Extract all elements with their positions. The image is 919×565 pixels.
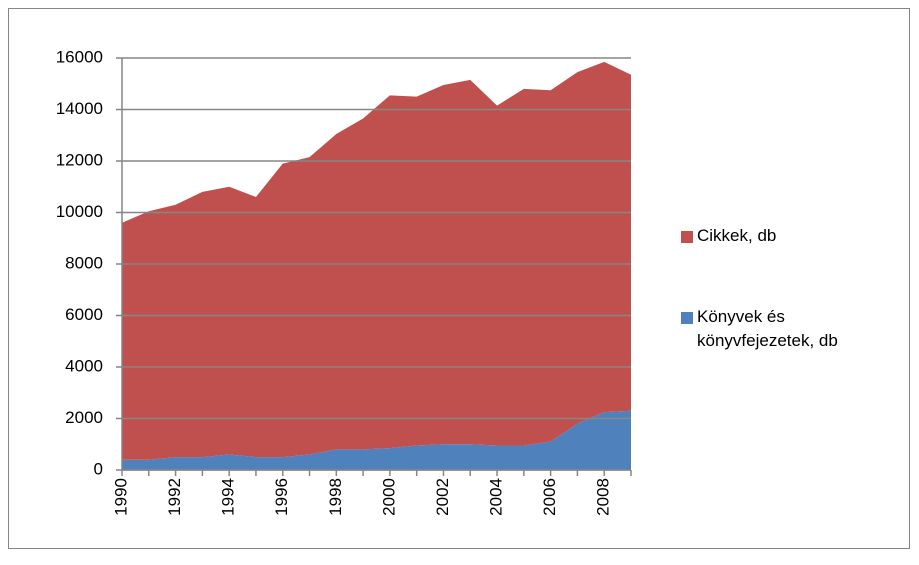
x-tick-label: 2002 (433, 478, 452, 516)
legend-label: Cikkek, db (697, 226, 777, 245)
x-tick-label: 1990 (111, 478, 130, 516)
legend-entry: Könyvek és könyvfejezetek, db (697, 307, 838, 350)
x-tick-label: 1998 (326, 478, 345, 516)
x-tick-label: 2006 (540, 478, 559, 516)
y-tick-label: 8000 (65, 253, 103, 272)
legend-entry: Cikkek, db (697, 226, 777, 245)
x-tick-label: 1996 (272, 478, 291, 516)
legend-swatch (681, 312, 693, 324)
y-tick-label: 14000 (56, 99, 103, 118)
y-tick-label: 10000 (56, 202, 103, 221)
x-tick-label: 2008 (594, 478, 613, 516)
y-tick-label: 6000 (65, 305, 103, 324)
legend-swatch (681, 231, 693, 243)
legend-label: Könyvek és könyvfejezetek, db (697, 307, 838, 350)
x-tick-label: 2004 (487, 478, 506, 516)
y-tick-label: 4000 (65, 356, 103, 375)
x-tick-label: 1992 (165, 478, 184, 516)
y-tick-label: 2000 (65, 408, 103, 427)
y-tick-label: 16000 (56, 47, 103, 66)
area (122, 410, 631, 470)
x-tick-label: 2000 (379, 478, 398, 516)
x-tick-label: 1994 (219, 478, 238, 516)
y-tick-label: 0 (94, 459, 103, 478)
y-tick-label: 12000 (56, 150, 103, 169)
